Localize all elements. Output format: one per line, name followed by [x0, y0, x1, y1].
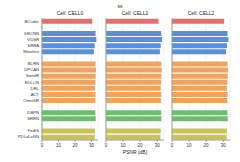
svg-text:30: 30 — [221, 143, 227, 148]
svg-text:10: 10 — [56, 143, 62, 148]
html-text:Cell: CELL2: Cell: CELL2 — [187, 10, 215, 16]
svg-text:ACT: ACT — [31, 92, 40, 97]
html-text:PSNR (dB): PSNR (dB) — [122, 149, 148, 155]
svg-text:SRRN: SRRN — [27, 116, 39, 121]
svg-text:0: 0 — [41, 143, 44, 148]
html-text:Cell: CELL0: Cell: CELL0 — [56, 10, 84, 16]
svg-text:20: 20 — [204, 143, 210, 148]
svg-text:10: 10 — [187, 143, 193, 148]
svg-text:OmniSR: OmniSR — [23, 98, 39, 103]
svg-text:20: 20 — [138, 143, 144, 148]
svg-text:20: 20 — [72, 143, 78, 148]
svg-text:0: 0 — [171, 143, 174, 148]
svg-text:SRRA: SRRA — [27, 43, 39, 48]
svg-text:DRL: DRL — [31, 86, 40, 91]
svg-text:Manifest: Manifest — [23, 49, 40, 54]
svg-text:SwinIR: SwinIR — [26, 73, 39, 78]
svg-text:10: 10 — [121, 143, 127, 148]
svg-text:VDSR: VDSR — [27, 37, 39, 42]
svg-text:FedIS: FedIS — [28, 128, 39, 133]
svg-text:30: 30 — [89, 143, 95, 148]
svg-text:EDLCN: EDLCN — [25, 80, 39, 85]
svg-text:BLRN: BLRN — [28, 61, 39, 66]
svg-text:0: 0 — [105, 143, 108, 148]
svg-text:SRCNN: SRCNN — [24, 31, 39, 36]
svg-text:DBPN: DBPN — [27, 110, 39, 115]
svg-text:DPCAN: DPCAN — [24, 67, 39, 72]
html-text:Cell: CELL1: Cell: CELL1 — [121, 10, 149, 16]
svg-text:PDLaLaNN: PDLaLaNN — [18, 134, 39, 139]
html-text:ss: ss — [117, 3, 123, 9]
svg-text:30: 30 — [155, 143, 161, 148]
svg-text:BiCubic: BiCubic — [25, 19, 39, 24]
